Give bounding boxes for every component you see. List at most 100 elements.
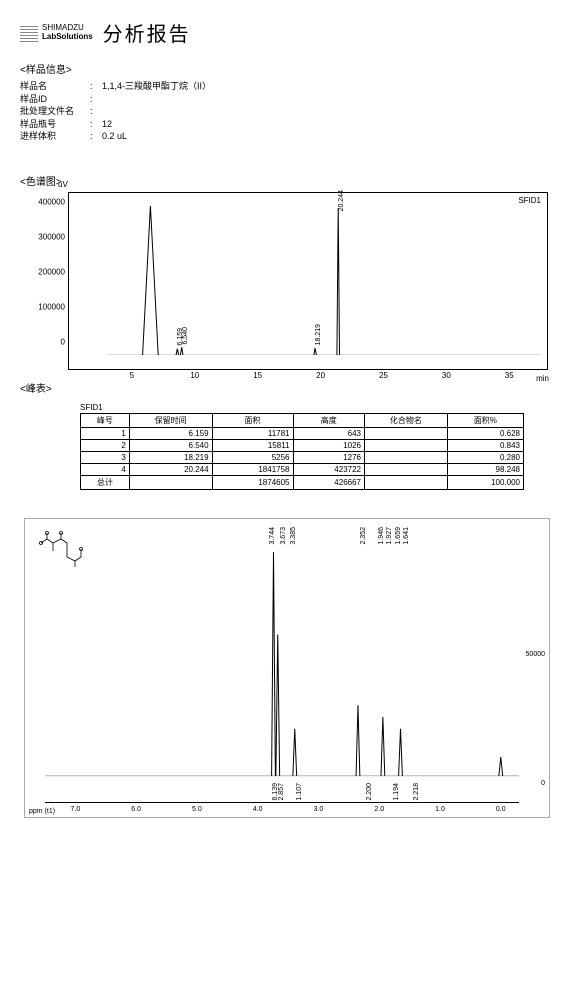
sample-value: 0.2 uL xyxy=(102,130,127,143)
sample-info-section: <样品信息> 样品名:1,1,4-三羧酸甲酯丁烷（II）样品ID:批处理文件名:… xyxy=(20,61,554,143)
chrom-x-tick: 10 xyxy=(190,371,199,380)
chromatogram-plot: SFID1 0100000200000300000400000 6.1596.5… xyxy=(68,192,548,370)
peak-table-detector: SFID1 xyxy=(80,403,524,412)
chrom-x-tick: 35 xyxy=(505,371,514,380)
peak-table-header: 保留时间 xyxy=(129,413,212,427)
nmr-peak-label: 3.385 xyxy=(290,527,297,545)
peak-table-cell: 1276 xyxy=(293,451,365,463)
peak-table-header: 高度 xyxy=(293,413,365,427)
peak-table-cell: 0.843 xyxy=(447,439,523,451)
peak-table-cell: 20.244 xyxy=(129,463,212,475)
peak-table-header: 峰号 xyxy=(81,413,130,427)
nmr-integral-label: 2.218 xyxy=(413,783,420,801)
nmr-x-tick: 7.0 xyxy=(71,806,81,813)
nmr-integral-label: 2.857 xyxy=(278,783,285,801)
chrom-x-tick: 30 xyxy=(442,371,451,380)
logo: SHIMADZU LabSolutions xyxy=(20,24,93,42)
peak-table-cell xyxy=(365,475,448,489)
peak-table-cell: 11781 xyxy=(212,427,293,439)
nmr-x-tick: 6.0 xyxy=(131,806,141,813)
chrom-x-label: min xyxy=(536,374,549,383)
sample-label: 样品瓶号 xyxy=(20,118,90,131)
chrom-y-tick: 400000 xyxy=(38,197,65,206)
peak-table-cell: 1 xyxy=(81,427,130,439)
nmr-x-tick: 3.0 xyxy=(314,806,324,813)
peak-table-section: SFID1 峰号保留时间面积高度化合物名面积% 16.159117816430.… xyxy=(80,403,524,490)
sample-label: 样品ID xyxy=(20,93,90,106)
peak-table-cell: 643 xyxy=(293,427,365,439)
peak-table-cell: 18.219 xyxy=(129,451,212,463)
table-row: 420.2441841758423722 98.248 xyxy=(81,463,524,475)
peak-table-cell: 6.159 xyxy=(129,427,212,439)
peak-table-cell: 1841758 xyxy=(212,463,293,475)
peak-table-cell: 423722 xyxy=(293,463,365,475)
chromatogram-section: <色谱图> uV SFID1 0100000200000300000400000… xyxy=(20,173,554,370)
nmr-peak-label: 3.673 xyxy=(280,527,287,545)
chrom-peak-label: 18.219 xyxy=(315,324,322,345)
nmr-x-label: ppm (t1) xyxy=(29,808,55,815)
report-title: 分析报告 xyxy=(103,18,191,47)
sample-info-row: 批处理文件名: xyxy=(20,105,554,118)
sample-label: 进样体积 xyxy=(20,130,90,143)
nmr-peak-label: 1.946 xyxy=(378,527,385,545)
sample-value: 12 xyxy=(102,118,112,131)
report-header: SHIMADZU LabSolutions 分析报告 xyxy=(20,18,554,47)
shimadzu-logo-icon xyxy=(20,24,38,42)
peak-table-cell: 1874605 xyxy=(212,475,293,489)
peak-table-cell xyxy=(365,463,448,475)
table-row: 16.15911781643 0.628 xyxy=(81,427,524,439)
nmr-spectrum: 3.7443.6733.3852.3521.9461.9271.6591.641… xyxy=(24,518,550,818)
chrom-section-title: <色谱图> xyxy=(20,173,554,188)
peak-table-cell: 5256 xyxy=(212,451,293,463)
sample-info-title: <样品信息> xyxy=(20,61,554,76)
nmr-x-tick: 5.0 xyxy=(192,806,202,813)
peak-table-cell: 3 xyxy=(81,451,130,463)
chrom-y-label: uV xyxy=(58,180,68,189)
chrom-x-tick: 5 xyxy=(130,371,134,380)
chrom-peak-label: 20.244 xyxy=(338,190,345,211)
peak-table: 峰号保留时间面积高度化合物名面积% 16.159117816430.62826.… xyxy=(80,413,524,490)
sample-info-row: 样品瓶号:12 xyxy=(20,118,554,131)
table-row: 26.540158111026 0.843 xyxy=(81,439,524,451)
peak-table-cell: 6.540 xyxy=(129,439,212,451)
chrom-x-tick: 25 xyxy=(379,371,388,380)
peak-table-header: 化合物名 xyxy=(365,413,448,427)
peak-table-cell: 98.248 xyxy=(447,463,523,475)
chrom-y-tick: 300000 xyxy=(38,232,65,241)
nmr-y-tick: 50000 xyxy=(526,651,545,658)
nmr-y-tick: 0 xyxy=(541,780,545,787)
nmr-integral-label: 1.107 xyxy=(296,783,303,801)
nmr-integral-label: 1.194 xyxy=(393,783,400,801)
nmr-peak-label: 1.659 xyxy=(395,527,402,545)
nmr-x-tick: 0.0 xyxy=(496,806,506,813)
peak-table-cell: 426667 xyxy=(293,475,365,489)
sample-label: 批处理文件名 xyxy=(20,105,90,118)
chrom-y-tick: 200000 xyxy=(38,267,65,276)
nmr-x-tick: 1.0 xyxy=(435,806,445,813)
peak-table-cell: 1026 xyxy=(293,439,365,451)
peak-table-cell xyxy=(365,451,448,463)
peak-table-cell: 0.280 xyxy=(447,451,523,463)
nmr-peak-label: 2.352 xyxy=(360,527,367,545)
peak-table-cell: 2 xyxy=(81,439,130,451)
peak-table-total-label: 总计 xyxy=(81,475,130,489)
chrom-x-tick: 20 xyxy=(316,371,325,380)
chrom-y-tick: 0 xyxy=(61,337,65,346)
peak-table-cell: 15811 xyxy=(212,439,293,451)
chrom-x-tick: 15 xyxy=(253,371,262,380)
sample-info-row: 样品名:1,1,4-三羧酸甲酯丁烷（II） xyxy=(20,80,554,93)
sample-value: 1,1,4-三羧酸甲酯丁烷（II） xyxy=(102,80,211,93)
chrom-peak-label: 6.540 xyxy=(182,327,189,345)
peak-table-cell xyxy=(365,439,448,451)
nmr-x-tick: 4.0 xyxy=(253,806,263,813)
brand-bottom: LabSolutions xyxy=(42,33,93,42)
peak-table-cell: 100.000 xyxy=(447,475,523,489)
nmr-integral-label: 2.200 xyxy=(366,783,373,801)
peak-table-cell: 4 xyxy=(81,463,130,475)
peak-table-header: 面积 xyxy=(212,413,293,427)
table-row-total: 总计 1874605426667 100.000 xyxy=(81,475,524,489)
nmr-x-tick: 2.0 xyxy=(374,806,384,813)
peak-table-cell: 0.628 xyxy=(447,427,523,439)
table-row: 318.21952561276 0.280 xyxy=(81,451,524,463)
sample-label: 样品名 xyxy=(20,80,90,93)
